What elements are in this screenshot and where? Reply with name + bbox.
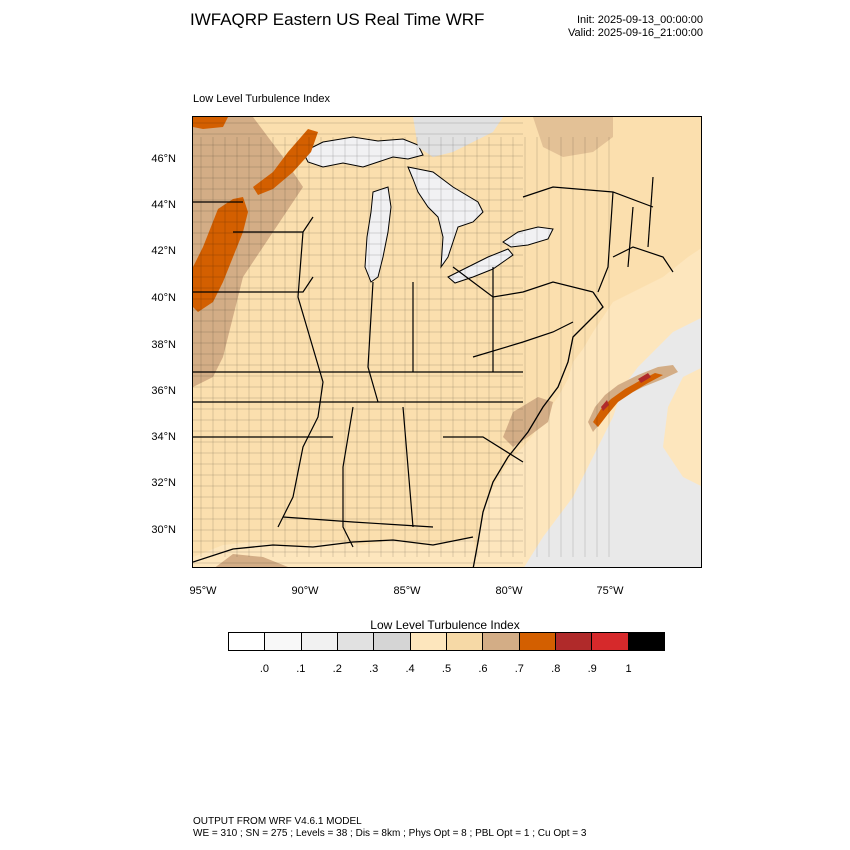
ocean-light-patch	[663, 368, 701, 486]
colorbar	[228, 632, 665, 651]
colorbar-title: Low Level Turbulence Index	[370, 618, 520, 632]
lon-label-95: 95°W	[189, 585, 217, 597]
lake-ontario	[502, 226, 554, 248]
colorbar-box-5	[410, 633, 447, 650]
colorbar-box-10	[592, 633, 629, 650]
lat-label-30: 30°N	[151, 524, 176, 536]
lon-label-90: 90°W	[291, 585, 319, 597]
state-boundaries	[193, 176, 654, 548]
colorbar-label-5: .5	[441, 663, 452, 675]
lat-label-32: 32°N	[151, 477, 176, 489]
gulf-coastline	[193, 536, 474, 563]
footer-line-2: WE = 310 ; SN = 275 ; Levels = 38 ; Dis …	[193, 828, 587, 839]
colorbar-box-6	[446, 633, 484, 650]
lat-label-36: 36°N	[151, 385, 176, 397]
canada-gray	[413, 117, 503, 157]
east-coastline	[472, 291, 604, 567]
lat-label-46: 46°N	[151, 153, 176, 165]
gulf-tan-patch	[215, 554, 288, 567]
colorbar-label-10: 1	[625, 663, 632, 675]
colorbar-box-7	[483, 633, 520, 650]
colorbar-label-2: .2	[332, 663, 342, 675]
init-time: Init: 2025-09-13_00:00:00	[577, 14, 703, 26]
map-title: IWFAQRP Eastern US Real Time WRF	[190, 10, 485, 29]
lat-label-38: 38°N	[151, 339, 176, 351]
colorbar-label-8: .8	[551, 663, 561, 675]
colorbar-label-4: .4	[405, 663, 415, 675]
model-footer: OUTPUT FROM WRF V4.6.1 MODEL WE = 310 ; …	[193, 816, 586, 840]
colorbar-box-0	[229, 633, 266, 650]
field-title: Low Level Turbulence Index	[193, 93, 330, 105]
orange-streak-north	[253, 129, 318, 195]
valid-time: Valid: 2025-09-16_21:00:00	[568, 27, 703, 39]
map-panel	[192, 116, 702, 568]
orange-streak-west	[193, 197, 248, 312]
colorbar-label-1: .1	[296, 663, 306, 675]
lake-huron	[407, 166, 484, 269]
colorbar-label-3: .3	[369, 663, 379, 675]
lon-label-85: 85°W	[393, 585, 421, 597]
footer-line-1: OUTPUT FROM WRF V4.6.1 MODEL	[193, 816, 362, 827]
carolina-tan	[503, 397, 553, 447]
lon-label-75: 75°W	[596, 585, 624, 597]
atlantic-tan-streak	[588, 365, 678, 432]
colorbar-box-11	[628, 633, 664, 650]
turbulence-map	[193, 117, 701, 567]
colorbar-label-7: .7	[514, 663, 524, 675]
colorbar-label-0: .0	[259, 663, 269, 675]
colorbar-box-9	[555, 633, 593, 650]
lat-label-42: 42°N	[151, 245, 176, 257]
lat-label-40: 40°N	[151, 292, 176, 304]
colorbar-label-9: .9	[587, 663, 597, 675]
lat-label-34: 34°N	[151, 431, 176, 443]
lon-label-80: 80°W	[495, 585, 523, 597]
county-lines	[193, 122, 610, 564]
colorbar-box-1	[265, 633, 302, 650]
colorbar-box-8	[519, 633, 556, 650]
lat-label-44: 44°N	[151, 199, 176, 211]
colorbar-box-4	[374, 633, 411, 650]
atlantic-red-core-2	[601, 400, 609, 411]
colorbar-box-2	[301, 633, 338, 650]
colorbar-label-6: .6	[478, 663, 488, 675]
atlantic-orange-streak	[593, 373, 663, 427]
atlantic-red-core	[638, 373, 651, 383]
run-info: Init: 2025-09-13_00:00:00 Valid: 2025-09…	[560, 14, 703, 40]
colorbar-box-3	[337, 633, 375, 650]
new-england-coast	[612, 246, 674, 273]
